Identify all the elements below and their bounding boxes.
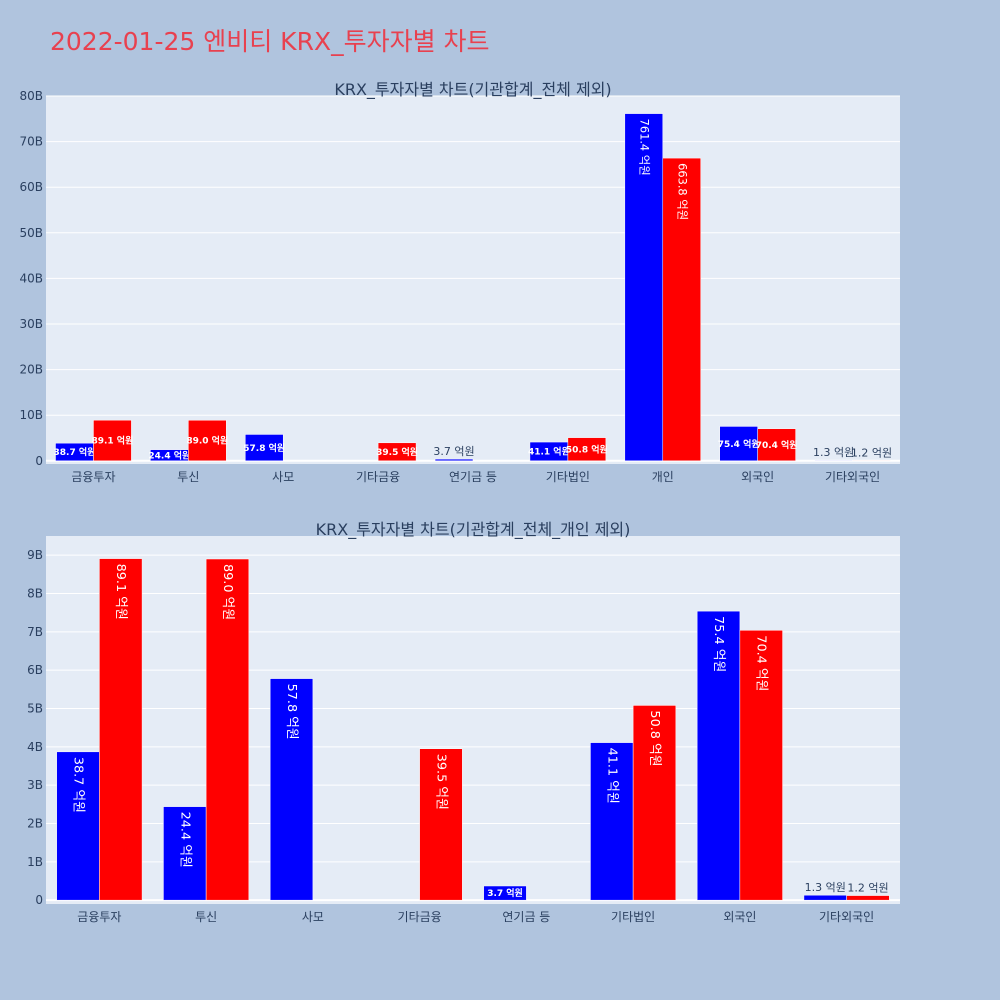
bar [377, 442, 417, 462]
x-tick-label: 금융투자 [71, 470, 115, 484]
chart-top: 0 10B 20B 30B 40B 50B 60B 70B 80B KRX_투자자별 차트(기관합… [19, 80, 900, 484]
data-label: 24.4 억원 [148, 449, 190, 461]
data-label: 89.0 억원 [186, 435, 228, 447]
x-tick-label: 기타외국인 [825, 470, 880, 484]
data-label: 24.4 억원 [177, 812, 192, 868]
x-tick-label: 외국인 [723, 910, 756, 924]
data-label: 39.5 억원 [433, 754, 448, 810]
x-tick-label: 외국인 [741, 470, 774, 484]
data-label: 89.1 억원 [91, 435, 133, 447]
x-tick-label: 연기금 등 [502, 910, 550, 924]
y-tick-label: 7B [27, 625, 43, 639]
bar [852, 460, 891, 462]
data-label: 39.5 억원 [376, 446, 418, 458]
x-tick-label: 사모 [272, 470, 294, 484]
bar [567, 437, 607, 462]
bar [434, 458, 474, 462]
bar [590, 742, 634, 901]
y-tick-label: 40B [19, 271, 43, 285]
data-label: 663.8 억원 [675, 163, 689, 220]
chart-title: KRX_투자자별 차트(기관합계_전체 제외) [334, 80, 611, 100]
data-label: 761.4 억원 [637, 119, 651, 176]
page-title: 2022-01-25 엔비티 KRX_투자자별 차트 [50, 27, 490, 56]
bar [757, 428, 796, 462]
bar [269, 678, 314, 901]
x-tick-label: 기타법인 [611, 910, 655, 924]
data-label: 1.2 억원 [847, 882, 888, 895]
y-tick-label: 0 [35, 893, 43, 907]
x-tick-label: 투신 [195, 910, 217, 924]
y-tick-label: 9B [27, 548, 43, 562]
data-label: 70.4 억원 [754, 635, 769, 691]
data-label: 41.1 억원 [528, 446, 570, 458]
x-tick-label: 투신 [177, 470, 199, 484]
y-tick-label: 2B [27, 817, 43, 831]
data-label: 41.1 억원 [604, 748, 619, 804]
chart-title: KRX_투자자별 차트(기관합계_전체_개인 제외) [316, 520, 631, 540]
y-tick-label: 0 [35, 454, 43, 468]
x-tick-label: 기타외국인 [819, 910, 874, 924]
data-label: 1.2 억원 [851, 446, 892, 459]
bar [99, 558, 143, 901]
bar [205, 558, 250, 901]
x-tick-label: 기타금융 [356, 470, 400, 484]
y-tick-label: 1B [27, 855, 43, 869]
bar [188, 419, 227, 462]
y-tick-label: 80B [19, 89, 43, 103]
data-label: 50.8 억원 [566, 443, 608, 455]
y-tick-label: 20B [19, 363, 43, 377]
data-label: 57.8 억원 [284, 684, 299, 740]
bar [739, 630, 783, 901]
bar [483, 885, 527, 901]
x-tick-label: 기타금융 [398, 910, 442, 924]
x-tick-label: 사모 [302, 910, 324, 924]
data-label: 89.0 억원 [220, 564, 235, 620]
y-tick-label: 6B [27, 663, 43, 677]
bar [56, 751, 100, 901]
y-tick-label: 30B [19, 317, 43, 331]
y-tick-label: 70B [19, 135, 43, 149]
bar [719, 426, 758, 462]
plot-area [46, 96, 900, 464]
x-tick-label: 금융투자 [77, 910, 121, 924]
data-label: 50.8 억원 [647, 710, 662, 766]
y-tick-label: 60B [19, 180, 43, 194]
bar [624, 113, 664, 462]
x-tick-label: 연기금 등 [449, 470, 497, 484]
bar [419, 748, 463, 901]
bar [245, 434, 284, 462]
y-tick-label: 8B [27, 587, 43, 601]
y-tick-label: 5B [27, 702, 43, 716]
y-tick-label: 50B [19, 226, 43, 240]
bar [846, 895, 890, 901]
x-tick-label: 기타법인 [546, 470, 590, 484]
data-label: 70.4 억원 [756, 439, 798, 451]
bar [93, 419, 132, 462]
data-label: 38.7 억원 [54, 446, 96, 458]
data-label: 3.7 억원 [487, 887, 523, 899]
data-label: 1.3 억원 [813, 446, 854, 459]
bar [662, 157, 701, 462]
data-label: 57.8 억원 [243, 442, 285, 454]
bar [814, 459, 853, 462]
bar [632, 705, 677, 901]
y-tick-label: 10B [19, 408, 43, 422]
data-label: 75.4 억원 [718, 438, 760, 450]
bar [696, 610, 741, 901]
y-tick-label: 4B [27, 740, 43, 754]
chart-bottom: 0 1B 2B 3B 4B 5B 6B 7B 8B 9B KRX_투자자별 차트(기관합계_전체_개… [27, 520, 900, 924]
data-label: 38.7 억원 [71, 757, 86, 813]
data-label: 89.1 억원 [113, 564, 128, 620]
data-label: 1.3 억원 [805, 881, 846, 894]
data-label: 3.7 억원 [433, 445, 474, 458]
bar [163, 806, 207, 901]
y-tick-label: 3B [27, 778, 43, 792]
bar [803, 894, 847, 901]
data-label: 75.4 억원 [711, 616, 726, 672]
x-tick-label: 개인 [652, 470, 674, 484]
